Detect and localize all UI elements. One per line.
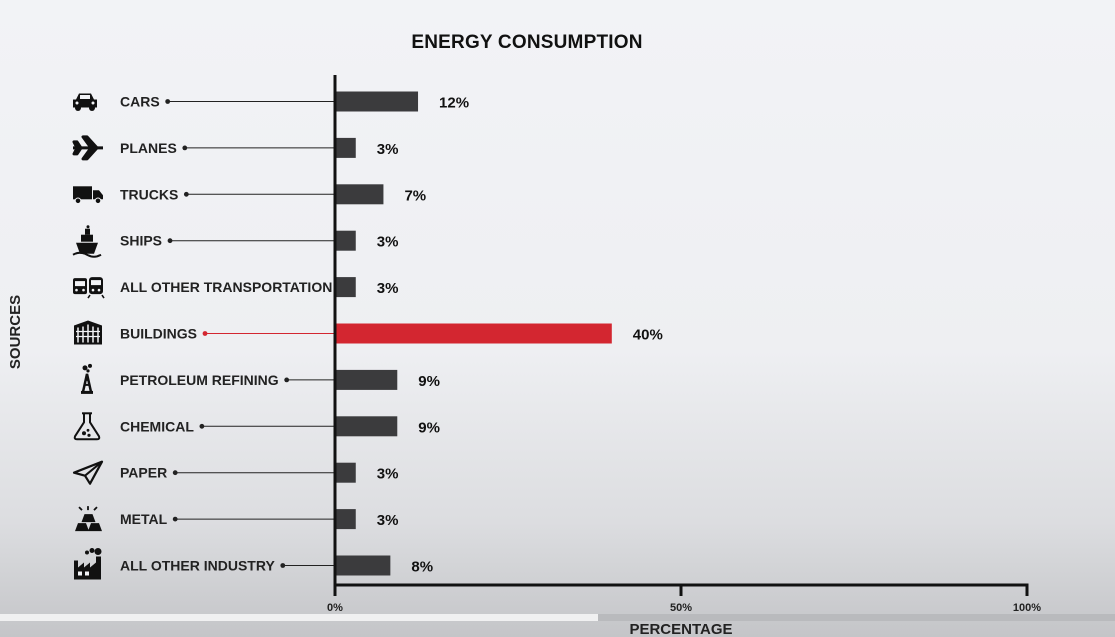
paper-plane-icon [72, 460, 104, 485]
category-label-ships: SHIPS [120, 233, 162, 249]
value-label-paper: 3% [377, 466, 399, 483]
value-label-all-other-transportation: 3% [377, 280, 399, 297]
category-label-metal: METAL [120, 511, 168, 527]
category-label-cars: CARS [120, 94, 160, 110]
bar-petroleum-refining [336, 369, 398, 390]
value-label-cars: 12% [439, 95, 469, 112]
bar-cars [336, 91, 419, 112]
value-label-chemical: 9% [418, 419, 440, 436]
car-icon [73, 93, 97, 111]
category-label-trucks: TRUCKS [120, 186, 178, 202]
flask-icon [73, 412, 101, 441]
bar-chemical [336, 416, 398, 437]
bar-metal [336, 509, 356, 530]
x-tick-label-2: 100% [1013, 602, 1041, 614]
bar-planes [336, 137, 356, 158]
building-icon [74, 320, 102, 345]
value-label-all-other-industry: 8% [411, 559, 433, 576]
factory-icon [74, 548, 102, 580]
bar-paper [336, 462, 356, 483]
chart-axes: 0% 50% 100% [327, 75, 1041, 614]
plane-icon [72, 135, 103, 161]
bar-all-other-industry [336, 555, 391, 576]
oil-derrick-icon [81, 363, 93, 394]
chart-title: ENERGY CONSUMPTION [411, 32, 642, 53]
value-label-buildings: 40% [633, 327, 663, 344]
metal-ingots-icon [75, 506, 102, 532]
bar-all-other-transportation [336, 277, 356, 298]
chart-rows: CARS 12% PLANES 3% TRUCKS 7% SHIPS 3% ALL OTHER … [72, 91, 663, 580]
value-label-metal: 3% [377, 512, 399, 529]
category-label-planes: PLANES [120, 140, 177, 156]
y-axis-title: SOURCES [7, 295, 24, 369]
category-label-petroleum-refining: PETROLEUM REFINING [120, 372, 279, 388]
truck-icon [73, 186, 103, 205]
bar-ships [336, 230, 356, 251]
bar-trucks [336, 184, 384, 205]
category-label-paper: PAPER [120, 465, 167, 481]
category-label-all-other-industry: ALL OTHER INDUSTRY [120, 558, 275, 574]
value-label-trucks: 7% [404, 187, 426, 204]
x-tick-label-0: 0% [327, 602, 343, 614]
video-progress-fill [0, 614, 598, 621]
value-label-petroleum-refining: 9% [418, 373, 440, 390]
value-label-planes: 3% [377, 141, 399, 158]
x-axis-title: PERCENTAGE [629, 621, 732, 637]
category-label-all-other-transportation: ALL OTHER TRANSPORTATION [120, 279, 332, 295]
bar-buildings [336, 323, 612, 344]
ship-icon [72, 225, 102, 258]
category-label-chemical: CHEMICAL [120, 418, 194, 434]
category-label-buildings: BUILDINGS [120, 326, 197, 342]
value-label-ships: 3% [377, 234, 399, 251]
x-tick-label-1: 50% [670, 602, 692, 614]
bus-train-icon [73, 277, 105, 299]
